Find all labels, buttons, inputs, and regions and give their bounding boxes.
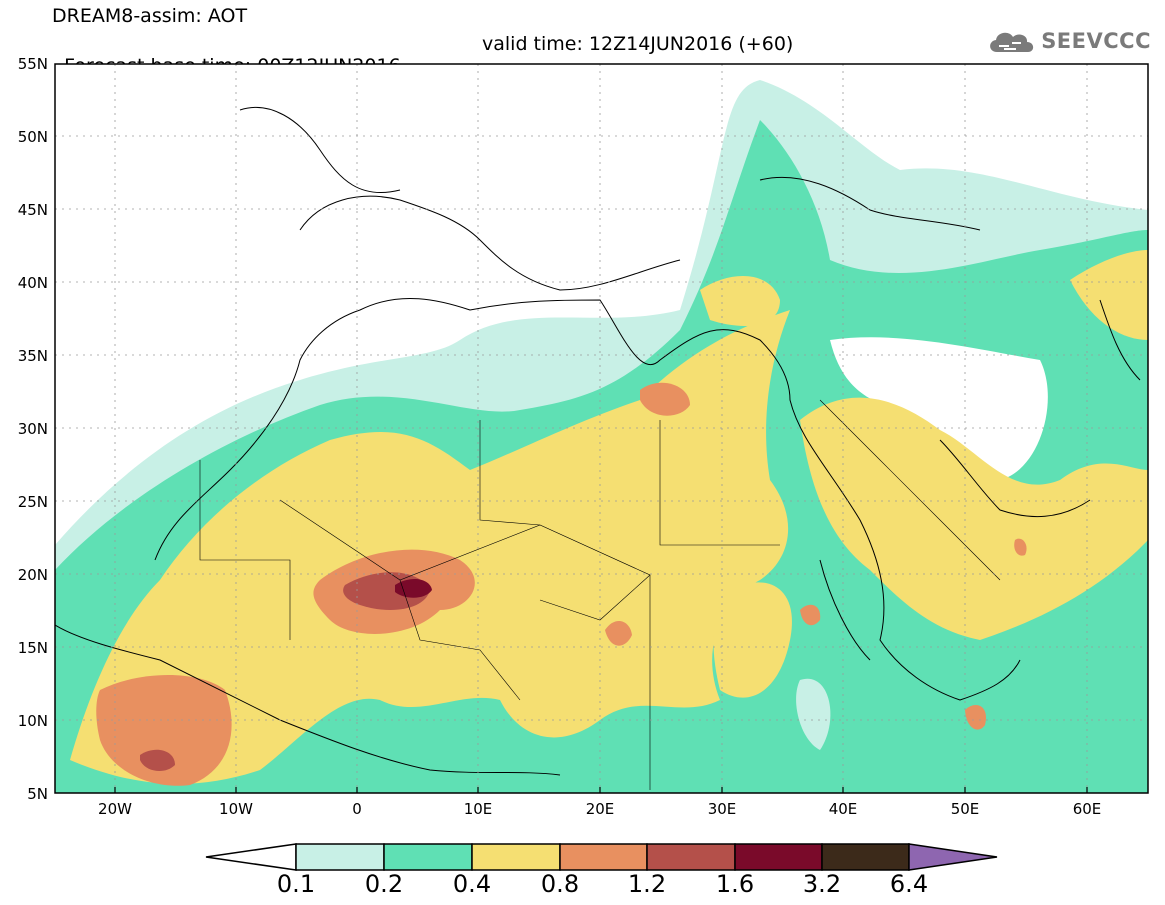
colorbar-box-6	[734, 843, 823, 871]
colorbar-tick-label: 0.2	[364, 870, 404, 898]
colorbar-tick-label: 1.2	[627, 870, 667, 898]
lon-label: 10W	[219, 800, 253, 818]
colorbar-box-3	[471, 843, 561, 871]
lon-label: 30E	[707, 800, 737, 818]
lon-label: 50E	[950, 800, 980, 818]
lat-label: 45N	[17, 201, 48, 219]
lon-label: 0	[352, 800, 362, 818]
title-line-1: DREAM8-assim: AOT	[52, 5, 248, 27]
lon-label: 20E	[585, 800, 615, 818]
colorbar-box-1	[295, 843, 385, 871]
colorbar-over-arrow	[908, 843, 998, 871]
lat-label: 55N	[17, 55, 48, 73]
colorbar-box-2	[383, 843, 473, 871]
colorbar-box-4	[559, 843, 648, 871]
cloud-icon	[990, 32, 1034, 52]
lat-label: 25N	[17, 493, 48, 511]
lat-label: 30N	[17, 420, 48, 438]
colorbar-tick-label: 3.2	[802, 870, 842, 898]
valid-time: valid time: 12Z14JUN2016 (+60)	[482, 33, 794, 55]
colorbar-tick-label: 0.1	[276, 870, 316, 898]
lat-label: 5N	[27, 785, 48, 803]
colorbar-tick-label: 0.4	[452, 870, 492, 898]
colorbar-box-7	[821, 843, 910, 871]
lat-label: 15N	[17, 639, 48, 657]
lon-label: 20W	[98, 800, 132, 818]
lat-label: 35N	[17, 347, 48, 365]
colorbar-under-arrow	[205, 843, 297, 871]
map-frame	[54, 63, 1149, 794]
seevccc-logo: SEEVCCC	[985, 26, 1151, 56]
colorbar-tick-label: 0.8	[540, 870, 580, 898]
lon-label: 10E	[463, 800, 493, 818]
lat-label: 20N	[17, 566, 48, 584]
colorbar-box-5	[646, 843, 736, 871]
aot-fields	[55, 64, 1148, 793]
colorbar	[205, 843, 998, 871]
lon-label: 40E	[828, 800, 858, 818]
gridlines	[55, 64, 1148, 793]
axis-ticks	[114, 787, 1088, 793]
logo-text: SEEVCCC	[1041, 29, 1151, 53]
colorbar-tick-label: 1.6	[715, 870, 755, 898]
lat-label: 10N	[17, 712, 48, 730]
lon-label: 60E	[1072, 800, 1102, 818]
lat-label: 40N	[17, 274, 48, 292]
colorbar-tick-label: 6.4	[889, 870, 929, 898]
aot-level-0.4	[70, 310, 790, 784]
lat-label: 50N	[17, 128, 48, 146]
